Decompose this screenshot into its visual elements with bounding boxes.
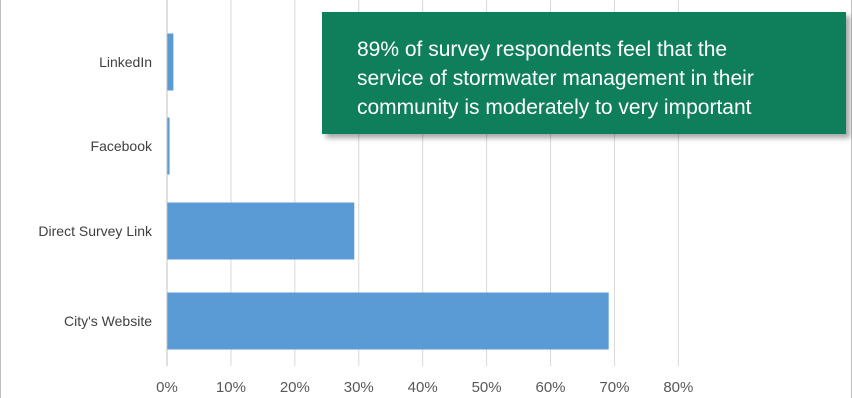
x-tick-label: 10% [216,379,246,396]
callout-line: service of stormwater management in thei… [357,67,754,90]
callout-line: community is moderately to very importan… [357,96,752,119]
x-tick-label: 70% [599,379,629,396]
x-tick-label: 0% [156,379,178,396]
x-tick-label: 60% [536,379,566,396]
x-tick-label: 30% [344,379,374,396]
callout-box: 89% of survey respondents feel that the … [322,12,846,134]
category-label: Direct Survey Link [38,223,153,239]
category-label: Facebook [91,138,153,154]
category-label: LinkedIn [99,54,152,70]
callout-line: 89% of survey respondents feel that the [357,38,728,61]
category-label: City's Website [64,313,152,329]
bar [167,33,174,91]
bar [167,202,355,260]
x-tick-label: 40% [408,379,438,396]
x-tick-label: 50% [472,379,502,396]
x-tick-label: 20% [280,379,310,396]
bar [167,292,609,350]
left-frame-edge [0,0,1,398]
bar [167,117,170,175]
x-tick-label: 80% [663,379,693,396]
